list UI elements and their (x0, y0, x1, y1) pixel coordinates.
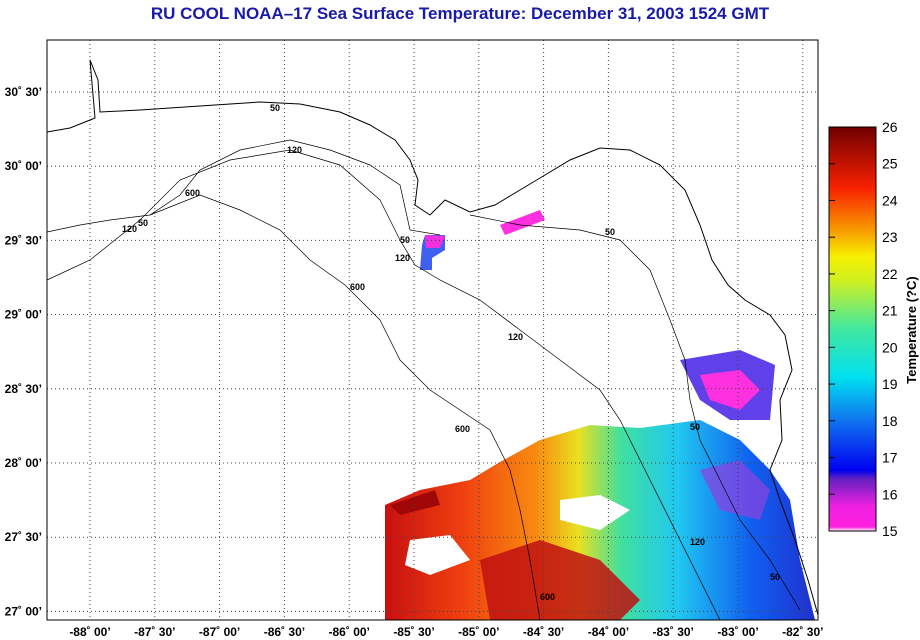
isobath-50m (46, 139, 801, 611)
colorbar-tick-label: 17 (882, 450, 898, 466)
contour-label: 600 (455, 424, 470, 434)
contour-label: 120 (508, 332, 523, 342)
colorbar-tick-label: 23 (882, 229, 898, 245)
isobath-120m (46, 149, 721, 621)
sst-stgeorge-magenta (425, 235, 445, 248)
contour-labels: 50 120 600 50 120 50 120 600 120 600 50 … (122, 103, 780, 602)
colorbar (828, 126, 877, 532)
contour-label: 600 (350, 282, 365, 292)
lat-label: 29˚ 30’ (5, 233, 42, 247)
map-title: RU COOL NOAA–17 Sea Surface Temperature:… (150, 4, 770, 23)
contour-label: 50 (605, 227, 615, 237)
colorbar-tick-label: 24 (882, 192, 898, 208)
lon-label: -84˚ 30’ (523, 625, 564, 639)
lat-label: 30˚ 30’ (5, 85, 42, 99)
lon-label: -87˚ 00’ (199, 625, 240, 639)
graticule (47, 40, 818, 620)
lat-label: 28˚ 30’ (5, 382, 42, 396)
contour-label: 50 (270, 103, 280, 113)
lat-label: 30˚ 00’ (5, 159, 42, 173)
colorbar-tick-label: 22 (882, 266, 898, 282)
contour-label: 600 (185, 188, 200, 198)
lon-label: -87˚ 30’ (134, 625, 175, 639)
coastline (46, 59, 819, 616)
colorbar-tick-label: 15 (882, 523, 898, 539)
colorbar-tick-label: 20 (882, 339, 898, 355)
contour-label: 50 (690, 422, 700, 432)
sst-warm-core (480, 540, 640, 620)
isobath-600m (149, 194, 541, 621)
lon-label: -86˚ 00’ (329, 625, 370, 639)
lat-label: 29˚ 00’ (5, 308, 42, 322)
colorbar-tick-label: 25 (882, 156, 898, 172)
contour-label: 120 (122, 224, 137, 234)
lon-label: -85˚ 30’ (393, 625, 434, 639)
contour-label: 120 (287, 145, 302, 155)
sst-dark-red-patch (390, 490, 440, 515)
colorbar-label: Temperature (?C) (904, 276, 919, 383)
contour-label: 120 (395, 253, 410, 263)
sst-bigbend-patch (500, 210, 545, 235)
map-frame (46, 39, 819, 621)
lon-label: -86˚ 30’ (264, 625, 305, 639)
colorbar-tick-label: 16 (882, 486, 898, 502)
contour-label: 600 (540, 592, 555, 602)
lon-label: -83˚ 30’ (653, 625, 694, 639)
colorbar-tick-label: 18 (882, 413, 898, 429)
contour-label: 50 (770, 572, 780, 582)
lon-label: -83˚ 00’ (717, 625, 758, 639)
sst-nearshore-magenta (700, 370, 760, 410)
longitude-labels: -88˚ 00’ -87˚ 30’ -87˚ 00’ -86˚ 30’ -86˚ 00’… (69, 625, 823, 639)
colorbar-ticks: 26 25 24 23 22 21 20 19 18 17 16 15 (829, 119, 898, 539)
lat-label: 28˚ 00’ (5, 456, 42, 470)
lon-label: -85˚ 00’ (458, 625, 499, 639)
contour-label: 120 (690, 537, 705, 547)
colorbar-tick-label: 19 (882, 376, 898, 392)
colorbar-tick-label: 21 (882, 303, 898, 319)
lat-label: 27˚ 00’ (5, 604, 42, 618)
lon-label: -84˚ 00’ (588, 625, 629, 639)
sst-cloud-gap (560, 495, 630, 530)
contour-label: 50 (400, 235, 410, 245)
sst-cloud-gap (405, 535, 470, 575)
contour-label: 50 (138, 218, 148, 228)
lon-label: -88˚ 00’ (69, 625, 110, 639)
sst-data-layer (385, 210, 815, 620)
lon-label: -82˚ 30’ (782, 625, 823, 639)
latitude-labels: 30˚ 30’ 30˚ 00’ 29˚ 30’ 29˚ 00’ 28˚ 30’ 28˚ 0… (5, 85, 42, 618)
lat-label: 27˚ 30’ (5, 530, 42, 544)
colorbar-tick-label: 26 (882, 119, 898, 135)
